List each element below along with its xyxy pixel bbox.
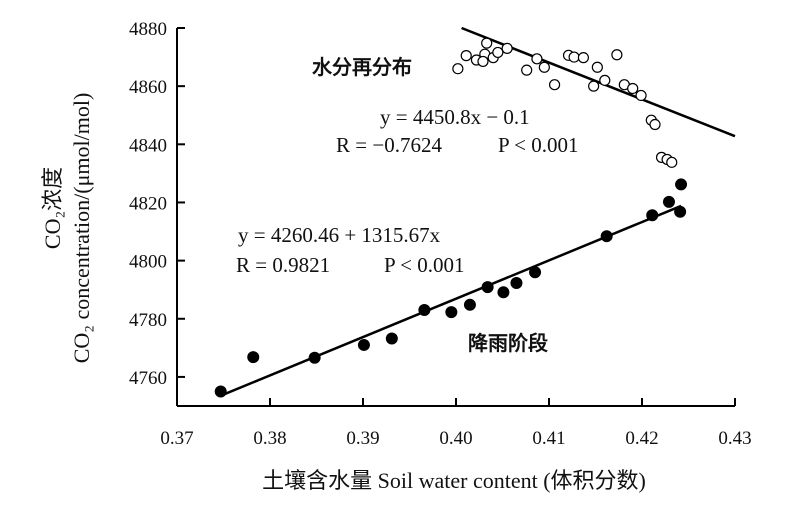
rain-p-value: P < 0.001 (384, 253, 465, 277)
redistribution-point (492, 46, 504, 59)
y-axis-title-line2: CO₂ concentration/(μmol/mol) (69, 93, 94, 364)
rain-point (214, 385, 227, 398)
y-tick-label: 4860 (129, 77, 167, 98)
series-label-redistribution: 水分再分布 (312, 55, 412, 79)
x-tick-label: 0.37 (160, 428, 193, 449)
rain-point (662, 195, 675, 208)
x-tick-label: 0.38 (253, 428, 286, 449)
x-tick-label: 0.43 (718, 428, 751, 449)
series-label-rain: 降雨阶段 (468, 331, 548, 355)
redistribution-point (577, 52, 590, 64)
redistribution-point (591, 61, 603, 73)
redistribution-point (666, 156, 678, 168)
redistribution-point (548, 79, 561, 91)
y-tick-label: 4880 (129, 19, 167, 40)
rain-point (308, 351, 321, 364)
redistribution-point (531, 53, 543, 65)
y-tick-label: 4840 (129, 135, 167, 156)
x-tick-label: 0.40 (439, 428, 472, 449)
redistribution-point (588, 80, 600, 92)
rain-point (529, 266, 542, 279)
redistribution-point (477, 55, 489, 68)
redistribution-r-value: R = −0.7624 (336, 133, 442, 157)
redistribution-point (538, 61, 550, 73)
x-tick-label: 0.41 (532, 428, 565, 449)
redistribution-point (627, 82, 639, 95)
rain-point (497, 286, 510, 299)
redistribution-point (568, 51, 580, 63)
redistribution-point (481, 37, 493, 49)
rain-point (675, 178, 688, 191)
rain-point (600, 230, 613, 243)
data-markers (214, 37, 688, 398)
y-tick-label: 4760 (129, 368, 167, 389)
y-tick-label: 4780 (129, 310, 167, 331)
redistribution-point (611, 49, 623, 61)
redistribution-point (521, 64, 533, 76)
rain-r-value: R = 0.9821 (236, 253, 330, 277)
redistribution-point (599, 74, 611, 86)
rain-point (357, 338, 370, 351)
y-tick-label: 4820 (129, 193, 167, 214)
rain-point (510, 277, 523, 290)
x-axis-title: 土壤含水量 Soil water content (体积分数) (262, 468, 646, 493)
axes: 0.37 0.38 0.39 0.40 0.41 0.42 0.43 4760 4780 4800… (129, 19, 752, 449)
redistribution-p-value: P < 0.001 (498, 133, 579, 157)
rain-point (674, 205, 687, 218)
rain-point (646, 209, 659, 222)
redistribution-point (635, 89, 647, 102)
rain-equation: y = 4260.46 + 1315.67x (238, 223, 441, 247)
y-axis-title-line1: CO₂浓度 (40, 167, 65, 249)
redistribution-point (649, 118, 661, 131)
redistribution-point (452, 63, 464, 75)
redistribution-equation: y = 4450.8x − 0.1 (380, 105, 530, 129)
x-tick-label: 0.39 (346, 428, 379, 449)
rain-point (247, 351, 260, 364)
redistribution-point (460, 50, 472, 62)
rain-point (385, 332, 398, 345)
rain-point (463, 298, 476, 311)
y-tick-label: 4800 (129, 252, 167, 273)
rain-point (445, 306, 458, 319)
x-tick-label: 0.42 (625, 428, 658, 449)
rain-point (481, 281, 494, 294)
rain-point (418, 304, 431, 317)
redistribution-point (501, 42, 513, 54)
